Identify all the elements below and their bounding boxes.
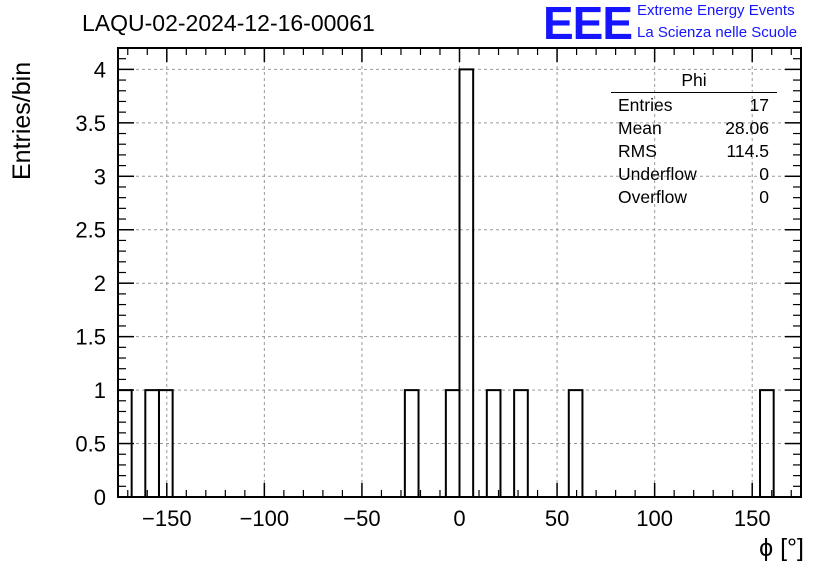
- chart-title: LAQU-02-2024-12-16-00061: [82, 10, 375, 36]
- stats-row-value: 0: [759, 164, 769, 184]
- stats-row-value: 17: [749, 95, 769, 115]
- x-tick-label: −150: [142, 506, 192, 531]
- stats-row-value: 0: [759, 187, 769, 207]
- x-tick-label: 0: [453, 506, 465, 531]
- y-tick-label: 1: [94, 378, 106, 403]
- stats-box: Phi Entries 17 Mean 28.06 RMS 114.5 Underflow 0…: [611, 70, 777, 209]
- y-tick-label: 0: [94, 485, 106, 510]
- histogram-bin: [759, 389, 775, 497]
- x-tick-label: 100: [636, 506, 673, 531]
- stats-row: RMS 114.5: [611, 140, 777, 163]
- histogram-bin: [403, 389, 420, 497]
- y-tick-label: 3.5: [75, 111, 106, 136]
- x-axis-label: ϕ [°]: [759, 534, 804, 562]
- tick-labels: −150 −100 −50 0 50 100 150 0 0.5 1 1.5 2 2.5 3 3.5 4: [75, 57, 770, 531]
- stats-row-label: Underflow: [618, 164, 697, 184]
- stats-title: Phi: [611, 70, 777, 93]
- y-tick-label: 0.5: [75, 432, 106, 457]
- histogram-bin: [157, 389, 174, 497]
- stats-row-value: 114.5: [726, 141, 770, 161]
- x-tick-label: 150: [734, 506, 771, 531]
- stats-row: Overflow 0: [611, 186, 777, 209]
- stats-rows: Entries 17 Mean 28.06 RMS 114.5 Underflow 0 Over…: [611, 94, 777, 209]
- histogram-bin: [485, 389, 502, 497]
- y-tick-label: 2: [94, 271, 106, 296]
- histogram-bin: [567, 389, 584, 497]
- histogram-bin: [458, 68, 475, 497]
- histogram-bin: [444, 389, 461, 497]
- eee-logo: EEE: [543, 0, 633, 49]
- stats-row-label: Overflow: [618, 187, 688, 207]
- stats-row-value: 28.06: [725, 118, 769, 138]
- logo-caption-line1: Extreme Energy Events: [637, 2, 795, 19]
- stats-row: Entries 17: [611, 94, 777, 117]
- grid-lines: [118, 48, 801, 498]
- logo-caption-line2: La Scienza nelle Scuole: [637, 24, 798, 41]
- x-tick-label: 50: [545, 506, 569, 531]
- y-tick-label: 4: [94, 57, 106, 82]
- y-tick-label: 2.5: [75, 218, 106, 243]
- stats-row-label: Entries: [618, 95, 673, 115]
- stats-row: Mean 28.06: [611, 117, 777, 140]
- axis-ticks: [118, 48, 801, 498]
- y-tick-label: 3: [94, 164, 106, 189]
- stats-row-label: RMS: [618, 141, 657, 161]
- histogram-bin: [513, 389, 529, 497]
- x-tick-label: −50: [343, 506, 380, 531]
- x-tick-label: −100: [240, 506, 290, 531]
- stats-row: Underflow 0: [611, 163, 777, 186]
- y-tick-label: 1.5: [75, 325, 106, 350]
- stats-row-label: Mean: [618, 118, 662, 138]
